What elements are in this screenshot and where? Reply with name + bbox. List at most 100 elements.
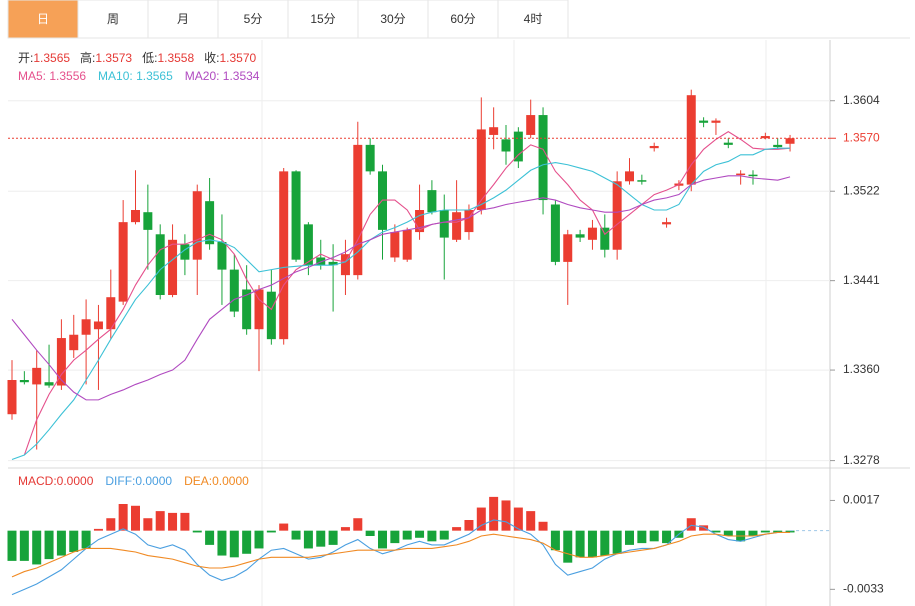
macd-bar [93,528,103,531]
candle-body [266,291,276,340]
candle-body [328,261,338,266]
candle-body [155,234,165,295]
tab[interactable] [287,0,359,39]
macd-bar [340,527,350,531]
macd-bar [143,518,153,531]
ohlc-value: 1.3565 [33,51,70,65]
candle-body [600,227,610,250]
candle-body [44,382,54,386]
candle-body [390,232,400,258]
macd-bar [550,530,560,551]
y-tick-label: 1.3604 [843,93,880,107]
legend-entry: MA10: 1.3565 [98,69,173,83]
candle-body [168,239,178,295]
tab[interactable] [147,0,219,39]
tab-label[interactable]: 周 [107,12,119,26]
macd-bar [513,507,523,531]
candle-body [723,142,733,145]
last-price-label: 1.3570 [843,130,880,144]
candle-body [93,321,103,330]
macd-bar [612,530,622,554]
candle-body [143,212,153,230]
legend-entry: DEA:0.0000 [184,474,249,488]
macd-bar [316,530,326,547]
macd-bar [600,530,610,556]
ohlc-value: 1.3558 [157,51,194,65]
candle-body [427,190,437,213]
macd-bar [229,530,239,558]
candle-body [32,367,42,385]
candle-body [229,269,239,312]
ohlc-label: 收: [204,51,219,65]
legend-entry: DIFF:0.0000 [105,474,172,488]
legend-entry: MACD:0.0000 [18,474,94,488]
candle-body [736,173,746,176]
macd-bar [476,507,486,531]
macd-bar [291,530,301,540]
macd-bar [390,530,400,544]
macd-bar [711,530,721,533]
macd-bar [625,530,634,545]
tab-label[interactable]: 15分 [310,12,335,26]
candle-body [686,95,696,185]
candle-body [303,224,313,266]
macd-bar [353,518,363,531]
tab-label[interactable]: 4时 [524,12,543,26]
macd-bar [415,530,425,538]
macd-bar [773,530,783,533]
macd-bar [155,511,165,531]
macd-bar [686,518,696,531]
candle-body [489,127,499,135]
macd-bar [69,530,79,552]
y-tick-label: -0.0033 [843,582,884,596]
candle-body [291,171,301,260]
macd-bar [56,530,66,556]
macd-bar [242,530,252,554]
candle-body [501,139,511,152]
macd-bar [649,530,659,542]
tab[interactable] [497,0,569,39]
candle-body [402,229,412,260]
ohlc-label: 高: [80,50,95,65]
candle-body [353,144,363,276]
candle-body [476,129,486,210]
macd-bar [723,530,733,536]
macd-bar [575,530,585,558]
tab-label[interactable]: 月 [177,12,189,26]
candle-body [131,210,140,223]
macd-bar [106,518,116,531]
macd-bar [526,511,536,531]
candle-body [217,242,227,270]
ohlc-value: 1.3570 [219,51,256,65]
candle-body [81,319,91,335]
tab-label[interactable]: 日 [37,12,49,26]
candle-body [785,138,795,144]
macd-bar [378,530,387,549]
tab-label[interactable]: 30分 [380,12,405,26]
y-tick-label: 0.0017 [843,493,880,507]
candle-body [662,222,672,225]
candle-body [69,334,79,351]
macd-bar [489,496,499,531]
ma-line [11,175,791,401]
macd-bar [439,530,449,540]
macd-bar [19,530,29,561]
candle-body [205,201,215,245]
candle-body [106,297,116,330]
candle-body [649,145,659,149]
tab-label[interactable]: 60分 [450,12,475,26]
candle-body [612,181,622,250]
tab-label[interactable]: 5分 [244,12,263,26]
macd-bar [563,530,573,563]
candle-body [180,244,190,260]
candle-body [415,210,425,233]
candle-body [464,210,474,233]
ohlc-value: 1.3573 [95,51,132,65]
macd-bar [131,505,140,531]
y-tick-label: 1.3360 [843,362,880,376]
macd-bar [637,530,647,544]
macd-bar [452,527,462,531]
macd-bar [279,523,289,531]
macd-bar [266,530,276,533]
